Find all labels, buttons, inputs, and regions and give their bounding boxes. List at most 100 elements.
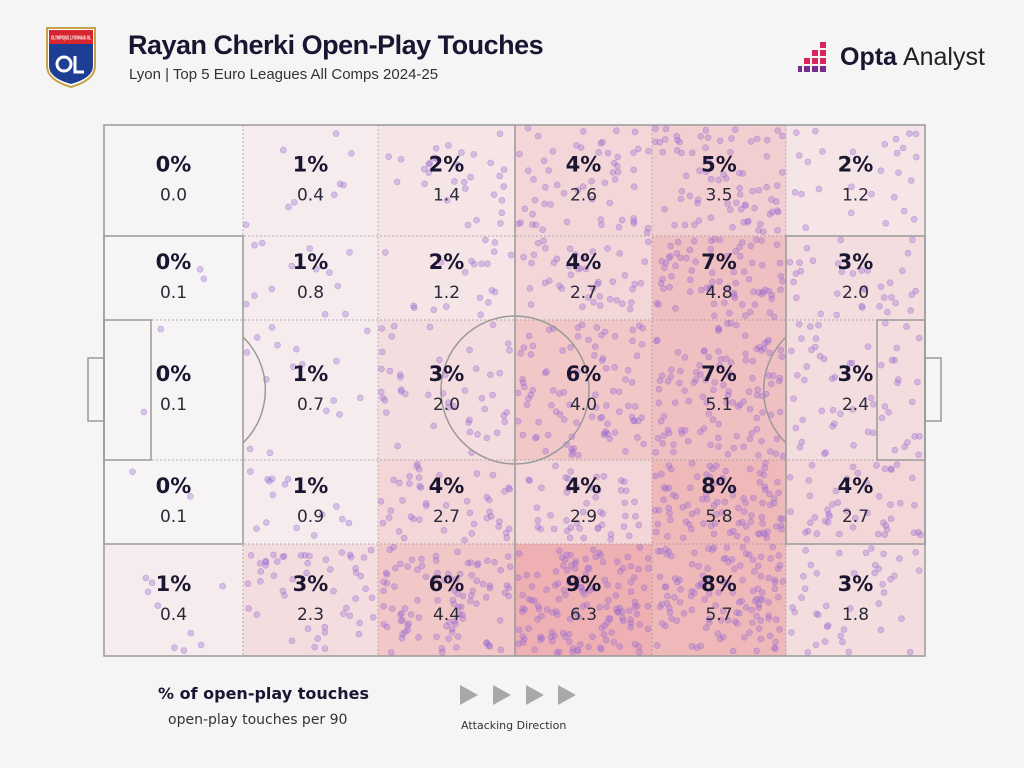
touch-dot (694, 199, 701, 207)
touch-dot (171, 644, 178, 651)
touch-dot (714, 498, 721, 506)
touch-dot (383, 571, 391, 578)
touch-dot (822, 602, 830, 610)
touch-dot (580, 254, 587, 262)
cell-percent-label: 4% (566, 474, 602, 498)
touch-dot (579, 508, 587, 516)
touch-dot (775, 377, 783, 385)
touch-dot (659, 275, 666, 283)
touch-dot (377, 498, 385, 505)
touch-dot (798, 335, 805, 342)
touch-dot (836, 530, 843, 538)
touch-dot (912, 549, 919, 556)
touch-dot (574, 333, 582, 340)
touch-dot (660, 432, 667, 440)
touch-dot (484, 260, 491, 268)
touch-dot (469, 587, 477, 595)
touch-dot (565, 638, 573, 645)
touch-dot (542, 183, 549, 191)
touch-dot (653, 300, 661, 307)
touch-dot (576, 641, 584, 648)
touch-dot (729, 527, 737, 535)
touch-dot (808, 461, 816, 469)
touch-dot (754, 386, 762, 393)
touch-dot (386, 367, 394, 375)
touch-dot (482, 594, 490, 601)
touch-dot (505, 484, 512, 492)
touch-dot (702, 624, 710, 631)
touch-dot (503, 534, 511, 542)
touch-dot (773, 241, 781, 248)
touch-dot (562, 633, 569, 640)
touch-dot (915, 567, 923, 574)
touch-dot (339, 515, 346, 523)
touch-dot (318, 511, 326, 519)
touch-dot (664, 377, 672, 385)
touch-dot (728, 556, 736, 563)
touch-dot (716, 236, 724, 244)
touch-dot (516, 150, 523, 158)
touch-dot (514, 389, 522, 397)
touch-dot (751, 204, 758, 212)
touch-dot (832, 487, 840, 495)
touch-dot (693, 644, 701, 651)
touch-dot (778, 132, 786, 140)
touch-dot (488, 287, 496, 294)
touch-dot (718, 509, 726, 516)
touch-dot (454, 548, 461, 556)
touch-dot (697, 133, 705, 140)
touch-dot (554, 580, 562, 587)
touch-dot (342, 310, 349, 318)
touch-dot (590, 299, 597, 306)
touch-dot (596, 603, 604, 611)
touch-dot (777, 272, 785, 280)
touch-dot (525, 476, 532, 483)
touch-dot (442, 502, 450, 509)
touch-dot (636, 648, 643, 656)
touch-dot (849, 270, 857, 277)
touch-dot (563, 527, 571, 535)
touch-dot (757, 617, 765, 624)
touch-dot (397, 560, 404, 568)
cell-percent-label: 3% (293, 572, 329, 596)
touch-dot (378, 348, 386, 356)
touch-dot (869, 429, 877, 437)
touch-dot (909, 398, 916, 406)
touch-dot (710, 502, 718, 509)
touch-dot (625, 607, 633, 614)
touch-dot (438, 645, 446, 652)
touch-dot (592, 404, 600, 411)
touch-dot (631, 417, 638, 425)
touch-dot (635, 565, 642, 573)
touch-dot (843, 475, 851, 483)
touch-dot (735, 609, 743, 617)
touch-dot (877, 361, 885, 369)
touch-dot (582, 555, 590, 563)
touch-dot (834, 260, 842, 267)
touch-dot (406, 480, 413, 487)
touch-dot (544, 431, 552, 439)
touch-dot (729, 647, 737, 655)
touch-dot (676, 379, 683, 387)
touch-dot (144, 588, 152, 596)
touch-dot (754, 530, 762, 537)
touch-dot (796, 443, 804, 451)
touch-dot (710, 300, 718, 308)
touch-dot (445, 403, 452, 411)
touch-dot (893, 461, 901, 469)
touch-dot (758, 237, 765, 244)
touch-dot (615, 224, 623, 231)
left-goal (87, 357, 105, 422)
touch-dot (761, 483, 769, 491)
cell-percent-label: 9% (566, 572, 602, 596)
touch-dot (529, 210, 536, 218)
touch-dot (605, 614, 613, 622)
touch-dot (527, 301, 535, 308)
touch-dot (800, 572, 807, 580)
touch-dot (715, 434, 722, 442)
touch-dot (559, 629, 567, 637)
touch-dot (618, 216, 626, 224)
touch-dot (729, 589, 737, 596)
touch-dot (755, 227, 762, 234)
touch-dot (603, 603, 610, 611)
